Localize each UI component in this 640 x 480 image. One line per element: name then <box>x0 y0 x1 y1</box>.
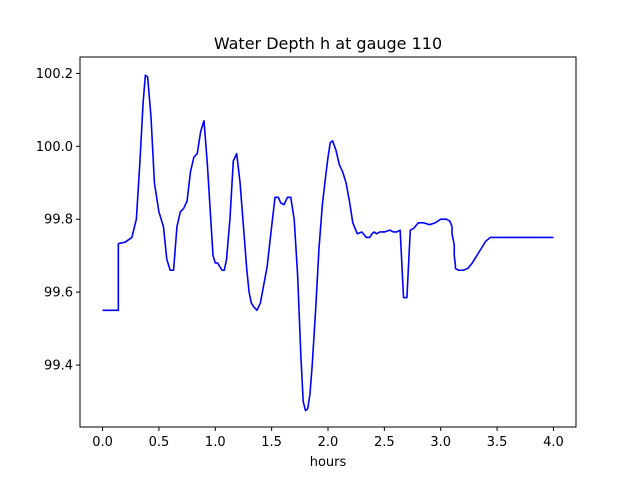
x-tick-label: 2.5 <box>374 435 395 450</box>
x-tick-label: 2.0 <box>318 435 339 450</box>
y-tick-label: 100.2 <box>36 67 73 82</box>
y-tick-label: 100.0 <box>36 140 73 155</box>
x-tick-label: 4.0 <box>543 435 564 450</box>
series-line <box>102 74 554 412</box>
y-tick-label: 99.8 <box>44 213 73 228</box>
y-tick-label: 99.6 <box>44 286 73 301</box>
x-tick-label: 1.5 <box>261 435 282 450</box>
chart-title: Water Depth h at gauge 110 <box>214 34 442 53</box>
x-axis-label: hours <box>310 455 347 470</box>
y-axis: 99.4 99.6 99.8 100.0 100.2 <box>36 67 80 374</box>
y-tick-label: 99.4 <box>44 359 73 374</box>
x-axis: 0.0 0.5 1.0 1.5 2.0 2.5 3.0 3.5 4.0 <box>92 427 564 450</box>
x-tick-label: 1.0 <box>205 435 226 450</box>
x-tick-label: 3.0 <box>430 435 451 450</box>
x-tick-label: 0.5 <box>149 435 170 450</box>
x-tick-label: 3.5 <box>487 435 508 450</box>
plot-frame <box>79 56 577 428</box>
x-tick-label: 0.0 <box>92 435 113 450</box>
